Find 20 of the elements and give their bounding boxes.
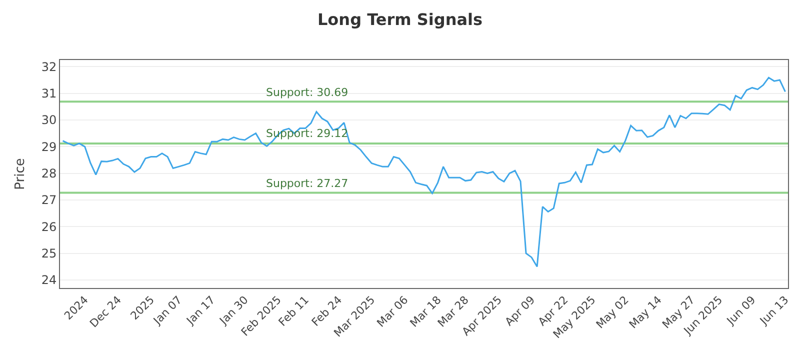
- y-tick-label: 27: [41, 193, 57, 208]
- x-tick-label: Jun 13: [756, 294, 792, 328]
- chart-title: Long Term Signals: [317, 10, 483, 30]
- y-tick-label: 30: [41, 113, 57, 128]
- y-tick-label: 31: [41, 86, 57, 101]
- x-tick-label: Dec 24: [87, 294, 124, 330]
- y-tick-label: 32: [41, 60, 57, 74]
- x-tick-label: Mar 06: [374, 294, 411, 330]
- ref-line-label: Support: 27.27: [266, 177, 348, 190]
- y-tick-label: 26: [41, 220, 57, 234]
- x-tick-label: Apr 09: [502, 294, 538, 329]
- y-tick-label: 29: [41, 140, 57, 154]
- line-series: [62, 76, 786, 268]
- y-tick-label: 28: [41, 166, 57, 181]
- x-tick-label: Jun 09: [724, 294, 758, 328]
- y-tick-label: 24: [41, 273, 57, 288]
- y-axis-title: Price: [13, 158, 28, 190]
- x-tick-label: Jan 17: [183, 294, 218, 328]
- ref-line-label: Support: 30.69: [266, 86, 348, 99]
- y-tick-label: 25: [41, 246, 57, 261]
